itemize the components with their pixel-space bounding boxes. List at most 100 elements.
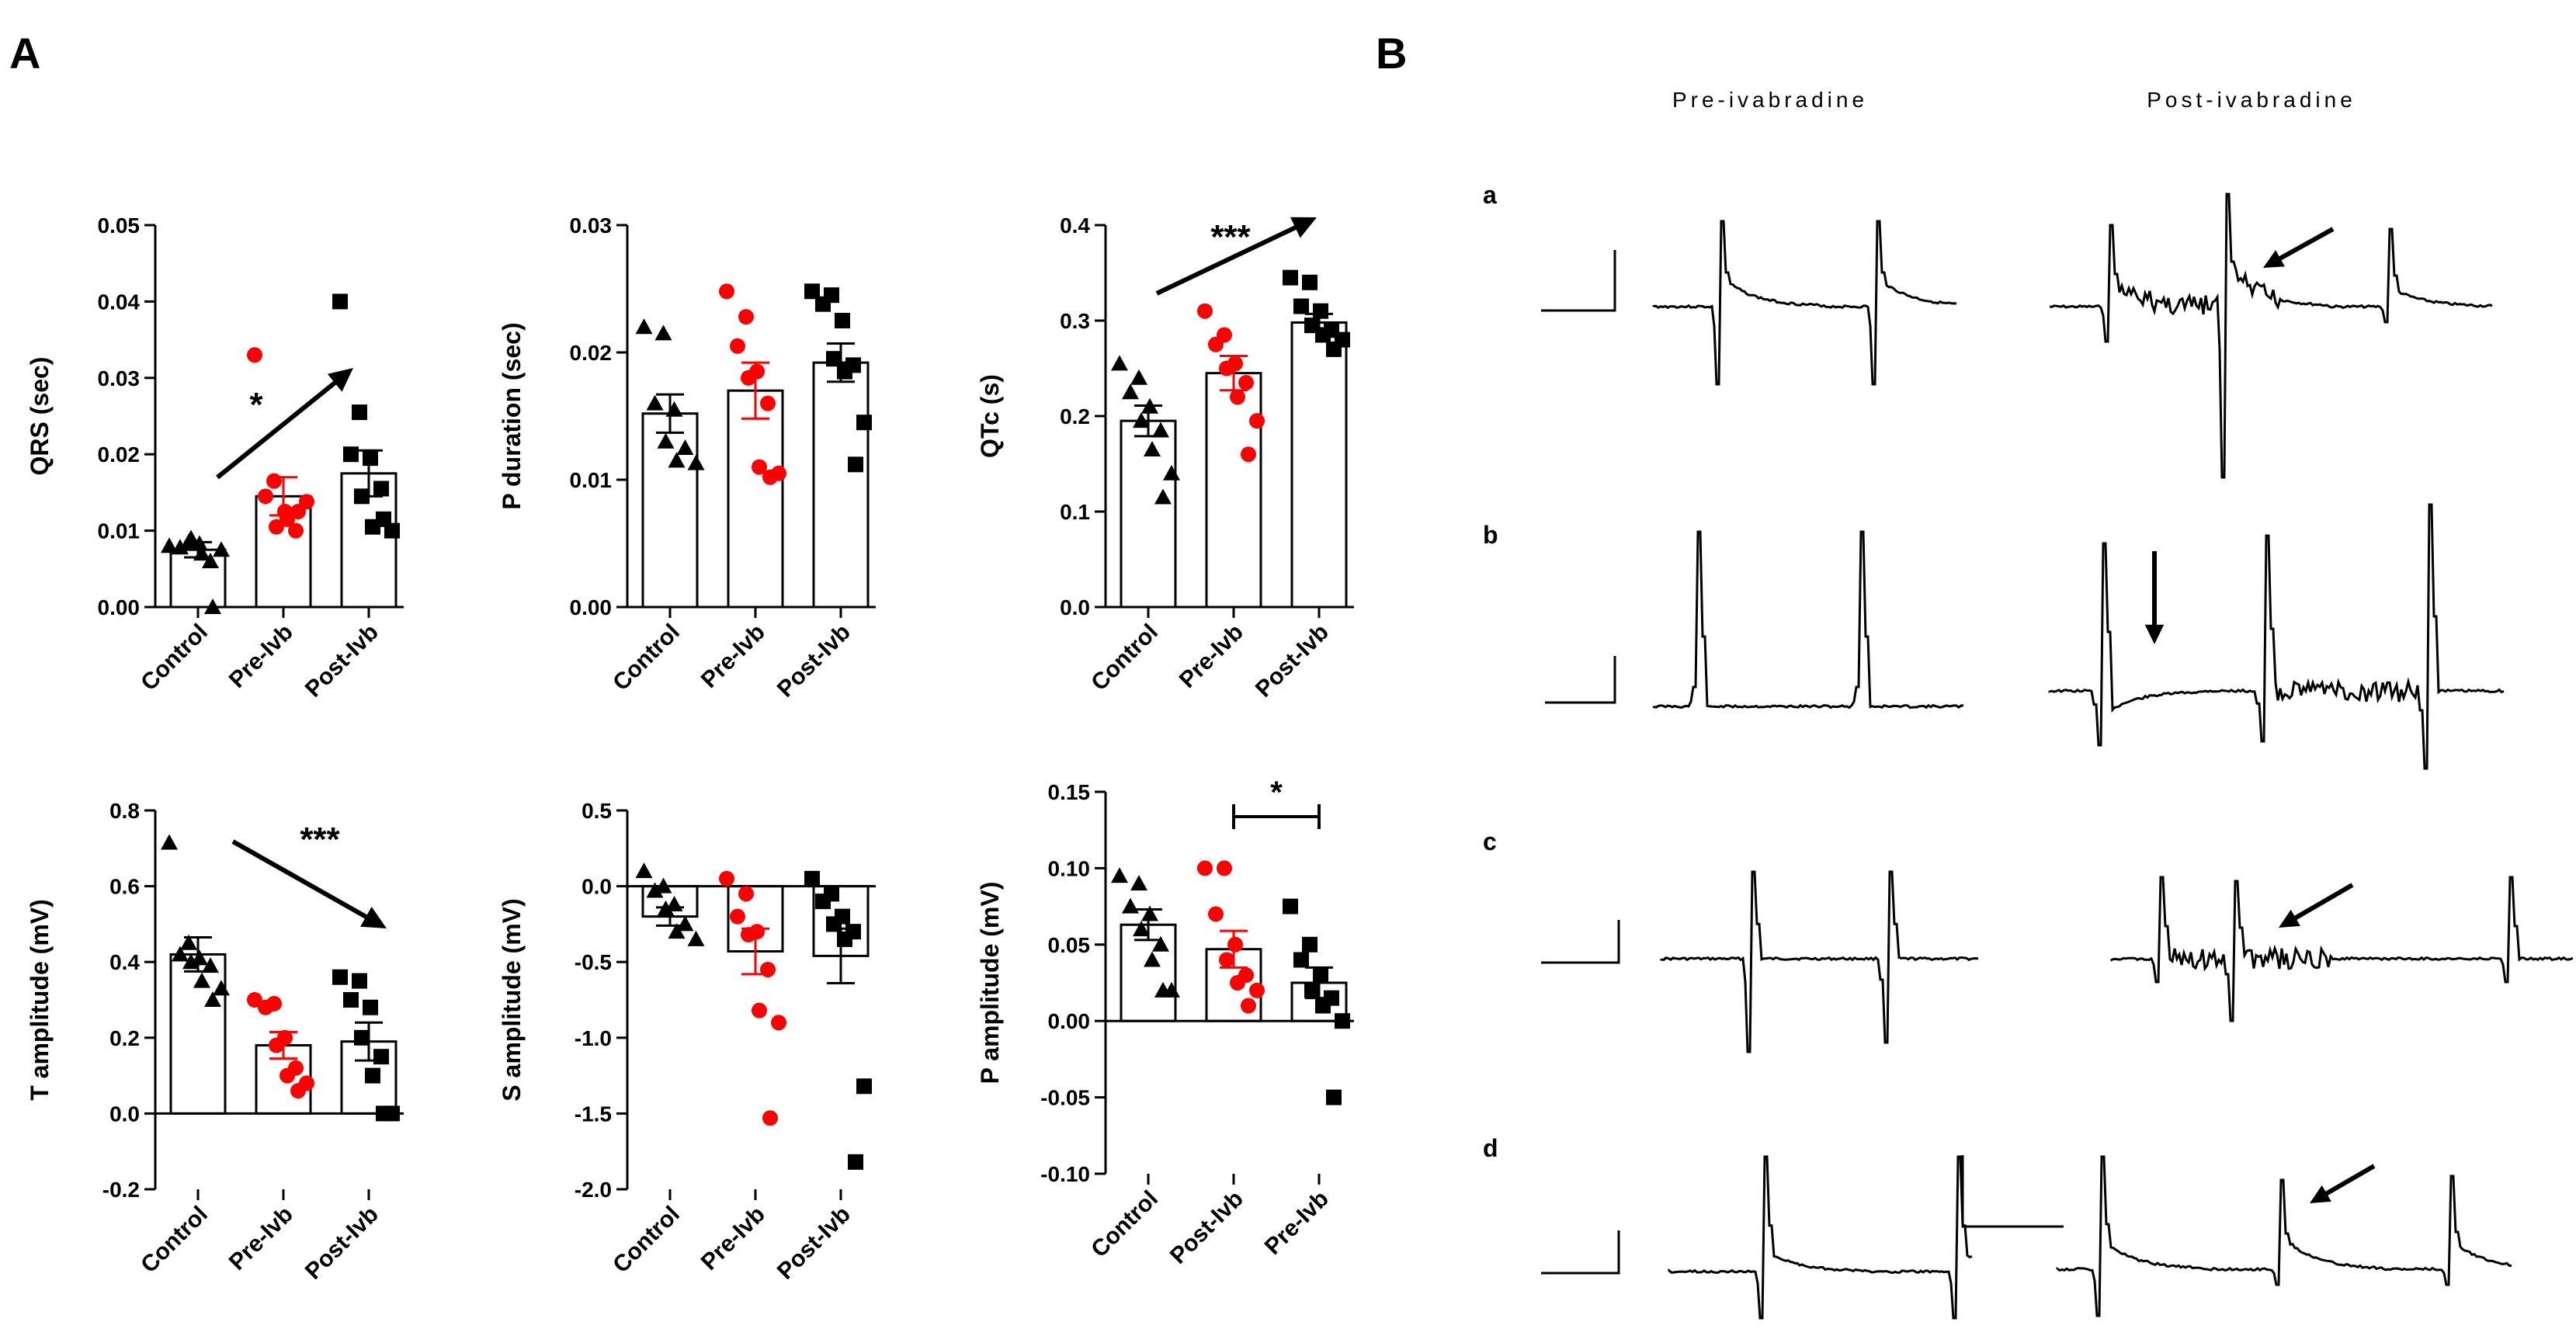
data-point bbox=[193, 972, 210, 988]
x-tick-label: Pre-Ivb bbox=[1260, 1186, 1334, 1260]
data-point bbox=[635, 862, 653, 879]
data-point bbox=[804, 870, 820, 887]
y-axis-label: P amplitude (mV) bbox=[976, 882, 1004, 1084]
ecg-arrow-head bbox=[2279, 909, 2300, 928]
data-point bbox=[1144, 441, 1161, 457]
trend-arrow bbox=[216, 379, 338, 480]
data-point bbox=[771, 1015, 786, 1031]
chart-tamp: -0.2 0.0 0.2 0.4 0.6 0.8 T amplitude (mV) Contr… bbox=[26, 799, 404, 1285]
data-point bbox=[1141, 905, 1158, 921]
y-tick-label: 0.4 bbox=[109, 950, 140, 974]
scale-bar bbox=[1545, 656, 1616, 704]
data-point bbox=[1230, 975, 1245, 991]
y-tick-label: 0.3 bbox=[1060, 309, 1090, 333]
data-point bbox=[856, 1078, 872, 1095]
y-tick-label: 0.15 bbox=[1048, 780, 1091, 804]
ecg-trace bbox=[1652, 530, 1964, 710]
data-point bbox=[1217, 860, 1232, 876]
data-point bbox=[1230, 389, 1245, 405]
data-point bbox=[1313, 303, 1328, 319]
ecg-arrow bbox=[2292, 883, 2354, 921]
data-point bbox=[687, 454, 705, 470]
x-tick-label: Post-Ivb bbox=[772, 1202, 856, 1285]
data-point bbox=[269, 1037, 284, 1053]
data-point bbox=[665, 401, 683, 417]
data-point bbox=[172, 539, 189, 555]
ecg-arrow-head bbox=[2310, 1185, 2331, 1203]
ecg-trace bbox=[2049, 193, 2493, 479]
bar-charts: 0.00 0.01 0.02 0.03 0.04 0.05 QRS (sec) Control… bbox=[26, 213, 1354, 1285]
data-point bbox=[1293, 952, 1309, 968]
data-point bbox=[1283, 898, 1298, 914]
y-tick-label: -0.2 bbox=[102, 1178, 140, 1202]
data-point bbox=[1304, 982, 1320, 998]
data-point bbox=[815, 894, 831, 910]
x-tick-label: Post-Ivb bbox=[300, 619, 384, 703]
y-tick-label: 0.0 bbox=[1060, 595, 1090, 619]
data-point bbox=[835, 313, 850, 328]
data-point bbox=[752, 1002, 767, 1018]
data-point bbox=[1111, 355, 1128, 371]
data-point bbox=[719, 870, 734, 887]
data-point bbox=[1302, 936, 1318, 953]
data-point bbox=[266, 473, 282, 489]
y-tick-label: 0.05 bbox=[98, 213, 141, 238]
data-point bbox=[826, 351, 842, 367]
ecg-trace bbox=[2056, 1155, 2512, 1317]
data-point bbox=[635, 318, 653, 335]
data-point bbox=[376, 511, 391, 527]
data-point bbox=[741, 927, 756, 943]
data-point bbox=[1326, 1089, 1342, 1105]
data-point bbox=[1122, 897, 1139, 914]
data-point bbox=[1335, 1013, 1350, 1029]
data-point bbox=[1130, 875, 1147, 891]
data-point bbox=[258, 488, 273, 505]
data-point bbox=[668, 923, 686, 939]
y-tick-label: 0.00 bbox=[1048, 1009, 1091, 1033]
y-tick-label: 0.03 bbox=[98, 366, 141, 390]
significance-label: * bbox=[1270, 776, 1283, 810]
data-point bbox=[1154, 981, 1172, 998]
ecg-trace bbox=[2110, 876, 2574, 1022]
x-tick-label: Post-Ivb bbox=[300, 1202, 384, 1285]
data-point bbox=[837, 931, 852, 947]
data-point bbox=[804, 283, 820, 300]
y-tick-label: 0.03 bbox=[570, 213, 613, 238]
data-point bbox=[172, 946, 189, 962]
x-tick-label: Control bbox=[136, 619, 213, 696]
data-point bbox=[646, 394, 664, 411]
y-axis-label: P duration (sec) bbox=[498, 322, 526, 509]
x-tick-label: Pre-Ivb bbox=[224, 619, 298, 693]
bar bbox=[1205, 372, 1262, 609]
data-point bbox=[1130, 369, 1147, 385]
data-point bbox=[1208, 336, 1224, 352]
x-tick-label: Post-Ivb bbox=[1251, 619, 1334, 703]
data-point bbox=[1227, 936, 1243, 953]
chart-samp: -2.0 -1.5 -1.0 -0.5 0.0 0.5 S amplitude (mV) Co… bbox=[498, 799, 876, 1285]
data-point bbox=[352, 404, 367, 421]
bar bbox=[812, 361, 870, 609]
y-tick-label: 0.04 bbox=[98, 290, 141, 314]
y-axis-label: QTc (s) bbox=[976, 374, 1004, 458]
data-point bbox=[1197, 303, 1213, 319]
data-point bbox=[161, 834, 178, 850]
data-point bbox=[1249, 413, 1265, 429]
data-point bbox=[1241, 998, 1256, 1014]
y-tick-label: 0.4 bbox=[1060, 213, 1090, 238]
panel-label-a: A bbox=[9, 29, 40, 78]
trend-arrow-head bbox=[1290, 217, 1317, 238]
y-tick-label: 0.02 bbox=[570, 341, 613, 365]
data-point bbox=[363, 999, 378, 1015]
data-point bbox=[1219, 952, 1234, 968]
bar bbox=[169, 953, 227, 1115]
data-point bbox=[269, 519, 284, 535]
data-point bbox=[1293, 298, 1309, 314]
data-point bbox=[1315, 998, 1331, 1014]
data-point bbox=[837, 363, 852, 380]
data-point bbox=[646, 882, 664, 898]
data-point bbox=[290, 1083, 306, 1099]
data-point bbox=[1315, 327, 1331, 343]
scale-bar bbox=[1961, 1155, 2064, 1228]
data-point bbox=[1302, 274, 1318, 290]
